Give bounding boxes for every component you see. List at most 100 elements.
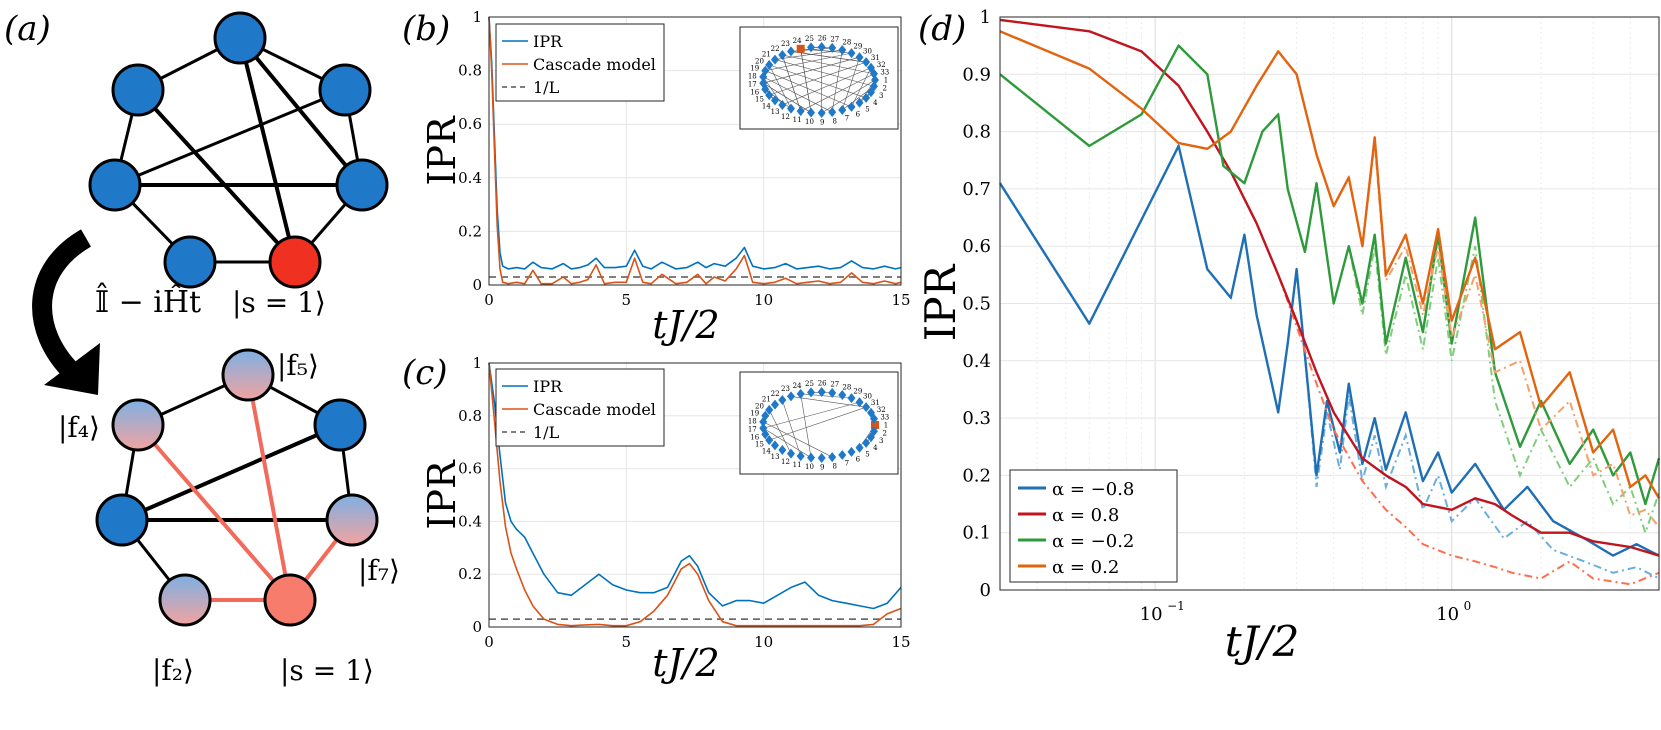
series-dashed-3 — [999, 30, 1660, 528]
inset-edge — [841, 57, 860, 111]
inset-node — [807, 107, 816, 118]
x-tick-exponent: −1 — [1167, 599, 1185, 613]
inset-edge — [800, 73, 875, 112]
y-tick-label: 0.4 — [962, 351, 991, 372]
inset-node-label: 6 — [856, 456, 861, 464]
inset-node-label: 1 — [884, 422, 888, 430]
inset-node-label: 15 — [755, 96, 764, 104]
edge-s-f4 — [136, 423, 292, 602]
y-tick-label: 0.3 — [962, 408, 991, 429]
inset-node — [778, 444, 787, 455]
inset-node-label: 17 — [748, 425, 757, 433]
inset-source-node — [871, 421, 879, 429]
panel-b-legend-ipr: IPR — [533, 32, 563, 51]
panel-b-legend-cascade: Cascade model — [533, 55, 656, 74]
operator-label: 𝕀̂ − iĤt — [95, 283, 201, 320]
inset-node-label: 7 — [845, 115, 849, 123]
series-cascade-model — [488, 16, 902, 285]
y-tick-label: 0.8 — [458, 62, 482, 80]
inset-node-label: 1 — [884, 77, 888, 85]
inset-node-label: 31 — [871, 399, 880, 407]
inset-node-label: 26 — [818, 35, 827, 43]
inset-node — [787, 391, 795, 402]
inset-node — [765, 404, 774, 415]
inset-node-label: 4 — [873, 99, 878, 107]
y-tick-label: 1 — [980, 7, 991, 28]
y-tick-label: 0.8 — [962, 122, 991, 143]
y-tick-label: 0.2 — [458, 565, 482, 583]
panel-b-series — [488, 16, 902, 285]
series-solid-1 — [999, 18, 1660, 557]
inset-node — [847, 101, 856, 112]
inset-node — [817, 452, 826, 463]
panel-c-label: (c) — [402, 353, 448, 393]
inset-node — [869, 81, 878, 92]
inset-node-label: 11 — [793, 461, 802, 469]
x-tick-exponent: 0 — [1464, 599, 1472, 613]
panel-c-legend-cascade: Cascade model — [533, 400, 656, 419]
inset-node-label: 20 — [755, 402, 764, 410]
bottom-node-f5 — [221, 348, 275, 402]
top-node-f4 — [88, 158, 142, 212]
inset-node — [838, 450, 847, 461]
inset-edge — [782, 399, 801, 457]
x-tick-label: 15 — [891, 633, 910, 651]
inset-node — [807, 42, 816, 53]
inset-node — [807, 452, 816, 463]
inset-node — [866, 407, 875, 418]
top-node-s — [268, 235, 322, 289]
x-tick-label: 10 — [1140, 604, 1163, 625]
panel-c-xlabel: tJ/2 — [652, 641, 719, 685]
inset-edge — [763, 56, 860, 84]
inset-node-label: 8 — [833, 462, 837, 470]
inset-node — [855, 97, 864, 108]
inset-node-label: 6 — [856, 111, 861, 119]
inset-node-label: 24 — [793, 37, 802, 45]
series-solid-3 — [999, 30, 1661, 499]
inset-node — [770, 54, 779, 65]
inset-edge — [774, 59, 875, 87]
inset-node-label: 21 — [762, 396, 771, 404]
inset-node-label: 12 — [781, 113, 790, 121]
y-tick-label: 1 — [472, 8, 482, 26]
inset-edge — [765, 52, 852, 71]
y-tick-label: 0.7 — [962, 179, 991, 200]
panel-c-axes-box — [488, 362, 902, 628]
inset-node-label: 10 — [805, 463, 814, 471]
x-tick-label: 5 — [622, 291, 632, 309]
panel-d-legend-a-neg08: α = −0.8 — [1052, 479, 1134, 500]
y-tick-label: 0.4 — [458, 169, 482, 187]
y-tick-label: 0.4 — [458, 512, 482, 530]
inset-node-label: 13 — [771, 108, 780, 116]
inset-node-label: 3 — [879, 437, 883, 445]
y-tick-label: 0.8 — [458, 407, 482, 425]
bottom-node-f3 — [313, 398, 367, 452]
top-node-f5 — [213, 11, 267, 65]
inset-node-label: 25 — [805, 380, 814, 388]
inset-node — [787, 448, 795, 459]
inset-node — [847, 48, 856, 59]
y-tick-label: 0.2 — [962, 465, 991, 486]
inset-edge — [800, 48, 812, 113]
y-tick-label: 0.6 — [458, 460, 482, 478]
inset-node-label: 31 — [871, 54, 880, 62]
inset-node — [828, 452, 837, 463]
inset-edge — [782, 54, 875, 75]
inset-node-label: 5 — [865, 105, 869, 113]
top-node-f7 — [335, 158, 389, 212]
panel-d-legend: α = −0.8 α = 0.8 α = −0.2 α = 0.2 — [1009, 469, 1178, 583]
panel-d-legend-a-neg02: α = −0.2 — [1052, 531, 1134, 552]
inset-node-label: 18 — [748, 418, 757, 426]
inset-node-label: 2 — [883, 84, 887, 92]
panel-b-inset: 1333231302928272625242322212019181716151… — [739, 26, 899, 130]
inset-node-label: 17 — [748, 80, 757, 88]
label-f5: |f₅⟩ — [277, 349, 319, 382]
y-tick-label: 0.9 — [962, 64, 991, 85]
inset-node — [855, 52, 864, 63]
inset-node — [817, 107, 826, 118]
inset-node-label: 11 — [793, 116, 802, 124]
bottom-node-f2 — [158, 573, 212, 627]
y-tick-label: 0.1 — [962, 523, 991, 544]
inset-node — [761, 84, 770, 95]
